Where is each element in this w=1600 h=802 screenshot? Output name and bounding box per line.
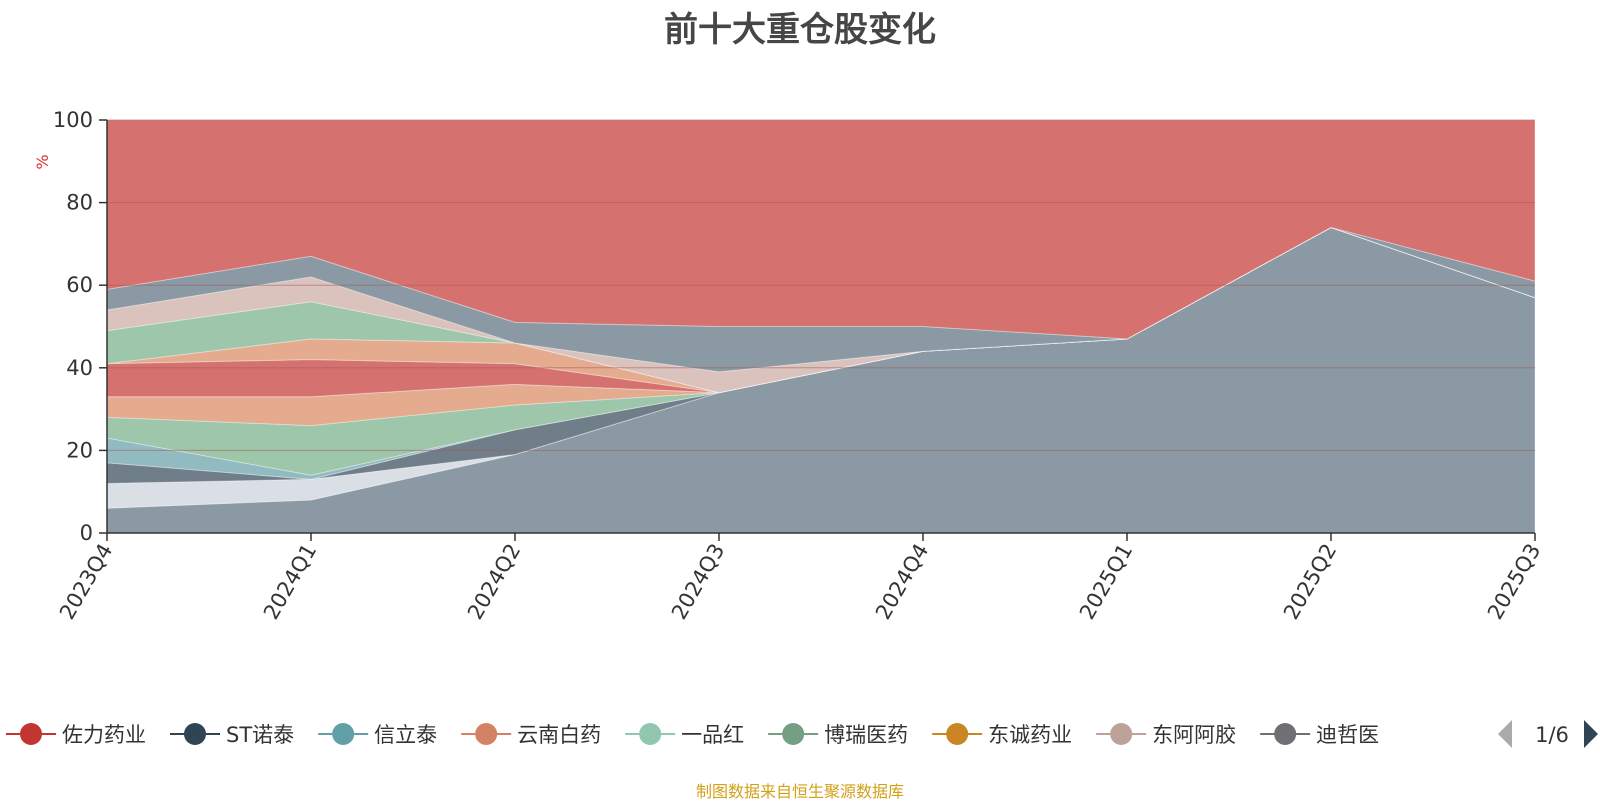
x-tick-label: 2025Q1	[1075, 540, 1137, 624]
legend-item-东阿阿胶[interactable]: 东阿阿胶	[1096, 723, 1236, 747]
x-tick-label: 2024Q3	[667, 540, 729, 624]
legend-label: ST诺泰	[226, 723, 294, 747]
legend-label: 东阿阿胶	[1152, 723, 1236, 747]
legend-item-东诚药业[interactable]: 东诚药业	[932, 723, 1072, 747]
legend-label: 佐力药业	[62, 723, 146, 747]
x-tick-label: 2025Q3	[1483, 540, 1545, 624]
x-tick-label: 2023Q4	[55, 540, 117, 624]
y-tick-label: 60	[66, 273, 93, 297]
legend-item-ST诺泰[interactable]: ST诺泰	[170, 723, 294, 747]
x-tick-label: 2025Q2	[1279, 540, 1341, 624]
y-tick-label: 100	[53, 108, 93, 132]
legend-label: 云南白药	[517, 723, 601, 747]
x-tick-label: 2024Q4	[871, 540, 933, 624]
y-axis-label: %	[33, 154, 52, 169]
legend: 佐力药业 ST诺泰 信立泰 云南白药 一品红 博瑞医药 东诚药业 东阿阿胶 迪哲医 1/6	[6, 720, 1598, 748]
legend-item-佐力药业[interactable]: 佐力药业	[6, 723, 146, 747]
y-tick-label: 40	[66, 356, 93, 380]
legend-page-indicator: 1/6	[1535, 723, 1569, 747]
legend-label: 迪哲医	[1316, 723, 1379, 747]
y-tick-label: 0	[80, 521, 93, 545]
legend-item-迪哲医[interactable]: 迪哲医	[1260, 723, 1379, 747]
legend-label: 东诚药业	[988, 723, 1072, 747]
y-tick-label: 80	[66, 191, 93, 215]
x-tick-label: 2024Q1	[259, 540, 321, 624]
legend-item-博瑞医药[interactable]: 博瑞医药	[768, 723, 908, 747]
legend-item-信立泰[interactable]: 信立泰	[318, 723, 437, 747]
chart-title: 前十大重仓股变化	[664, 10, 936, 50]
legend-next-page-icon[interactable]	[1584, 720, 1598, 748]
area-layer	[106, 119, 1536, 534]
legend-item-一品红[interactable]: 一品红	[625, 723, 744, 747]
x-tick-label: 2024Q2	[463, 540, 525, 624]
legend-item-云南白药[interactable]: 云南白药	[461, 723, 601, 747]
y-tick-label: 20	[66, 438, 93, 462]
legend-prev-page-icon[interactable]	[1498, 720, 1512, 748]
legend-label: 一品红	[681, 723, 744, 747]
legend-label: 博瑞医药	[824, 723, 908, 747]
legend-label: 信立泰	[374, 723, 437, 747]
source-note: 制图数据来自恒生聚源数据库	[695, 782, 904, 801]
